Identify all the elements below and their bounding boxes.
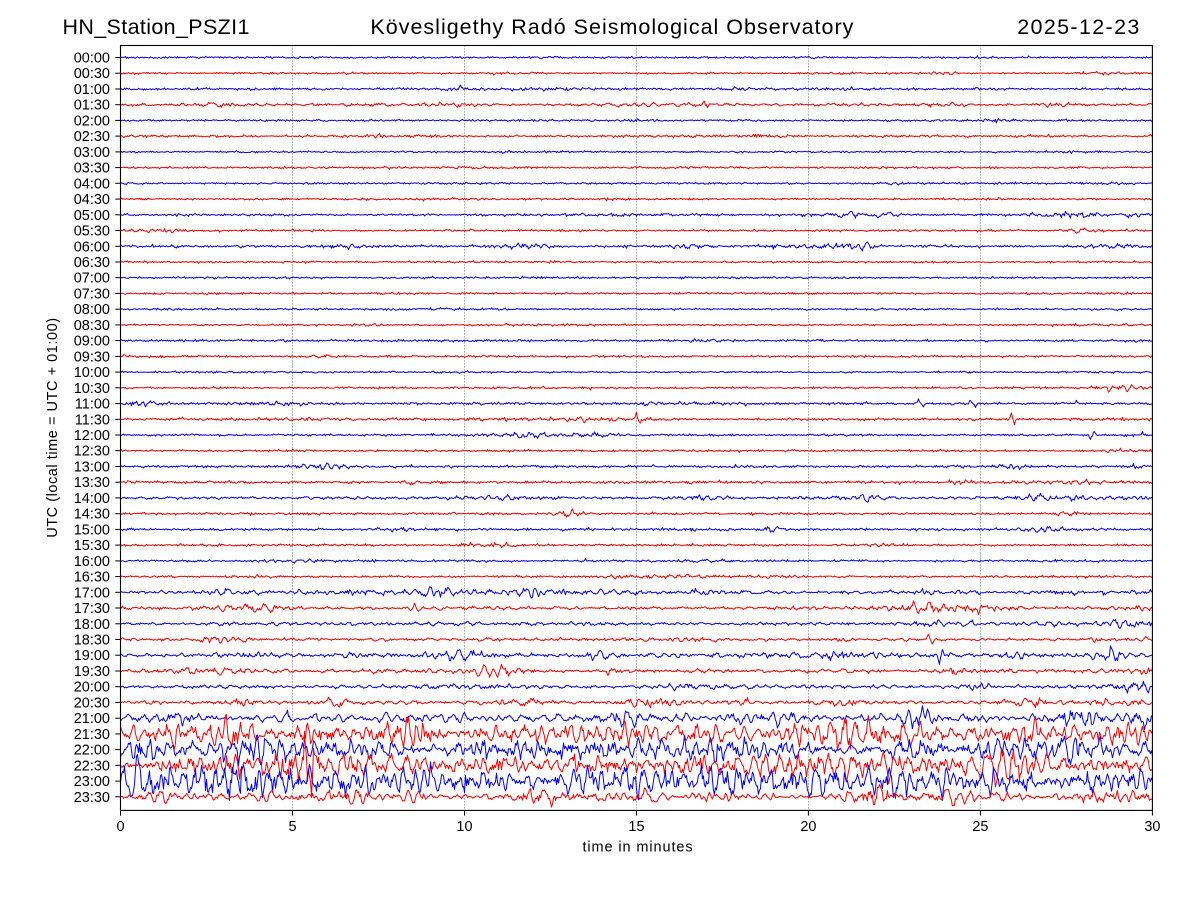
svg-text:03:00: 03:00: [74, 145, 110, 161]
svg-text:20:30: 20:30: [74, 695, 110, 711]
svg-text:17:00: 17:00: [74, 585, 110, 601]
svg-text:08:00: 08:00: [74, 302, 110, 318]
svg-text:UTC (local time = UTC + 01:00): UTC (local time = UTC + 01:00): [45, 317, 61, 537]
svg-text:22:30: 22:30: [74, 758, 110, 774]
svg-text:21:30: 21:30: [74, 727, 110, 743]
svg-text:time in minutes: time in minutes: [582, 840, 693, 856]
svg-text:19:30: 19:30: [74, 664, 110, 680]
svg-text:09:30: 09:30: [74, 349, 110, 365]
svg-text:10:30: 10:30: [74, 381, 110, 397]
svg-text:30: 30: [1144, 819, 1160, 835]
svg-text:15: 15: [628, 819, 644, 835]
svg-text:14:00: 14:00: [74, 491, 110, 507]
svg-text:20:00: 20:00: [74, 680, 110, 696]
svg-text:04:00: 04:00: [74, 176, 110, 192]
svg-text:15:00: 15:00: [74, 522, 110, 538]
svg-text:11:00: 11:00: [75, 397, 110, 413]
svg-text:01:00: 01:00: [74, 82, 110, 98]
svg-text:05:30: 05:30: [74, 224, 110, 240]
svg-text:23:30: 23:30: [74, 790, 110, 806]
svg-text:07:00: 07:00: [74, 271, 110, 287]
svg-text:05:00: 05:00: [74, 208, 110, 224]
svg-text:02:30: 02:30: [74, 129, 110, 145]
svg-text:16:30: 16:30: [74, 570, 110, 586]
svg-text:14:30: 14:30: [74, 507, 110, 523]
svg-text:04:30: 04:30: [74, 192, 110, 208]
svg-text:12:30: 12:30: [74, 444, 110, 460]
svg-text:21:00: 21:00: [74, 711, 110, 727]
svg-text:HN_Station_PSZI1: HN_Station_PSZI1: [63, 15, 250, 39]
svg-text:00:00: 00:00: [74, 51, 110, 67]
svg-text:12:00: 12:00: [74, 428, 110, 444]
svg-text:13:00: 13:00: [74, 460, 110, 476]
svg-text:0: 0: [116, 819, 124, 835]
svg-text:18:00: 18:00: [74, 617, 110, 633]
svg-text:19:00: 19:00: [74, 648, 110, 664]
svg-text:2025-12-23: 2025-12-23: [1017, 15, 1140, 39]
svg-text:10:00: 10:00: [74, 365, 110, 381]
svg-text:06:30: 06:30: [74, 255, 110, 271]
svg-text:25: 25: [972, 819, 988, 835]
svg-text:17:30: 17:30: [74, 601, 110, 617]
svg-text:09:00: 09:00: [74, 334, 110, 350]
svg-text:16:00: 16:00: [74, 554, 110, 570]
svg-text:Kövesligethy Radó Seismologica: Kövesligethy Radó Seismological Observat…: [370, 15, 854, 39]
svg-text:03:30: 03:30: [74, 161, 110, 177]
svg-text:5: 5: [288, 819, 296, 835]
svg-text:23:00: 23:00: [74, 774, 110, 790]
svg-text:13:30: 13:30: [74, 475, 110, 491]
svg-text:08:30: 08:30: [74, 318, 110, 334]
svg-text:20: 20: [800, 819, 816, 835]
svg-text:00:30: 00:30: [74, 66, 110, 82]
svg-text:15:30: 15:30: [74, 538, 110, 554]
svg-text:01:30: 01:30: [74, 98, 110, 114]
svg-text:18:30: 18:30: [74, 633, 110, 649]
svg-text:22:00: 22:00: [74, 743, 110, 759]
svg-text:07:30: 07:30: [74, 286, 110, 302]
svg-text:11:30: 11:30: [75, 412, 110, 428]
svg-text:10: 10: [456, 819, 472, 835]
svg-text:06:00: 06:00: [74, 239, 110, 255]
svg-text:02:00: 02:00: [74, 113, 110, 129]
